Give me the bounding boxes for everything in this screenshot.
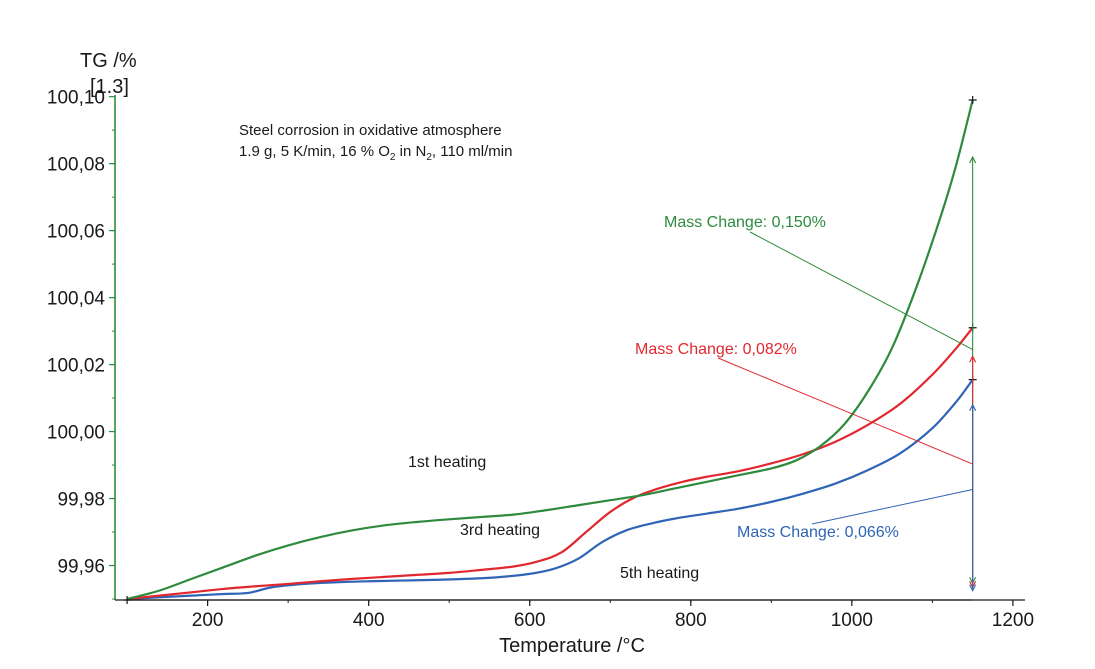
y-tick-label: 100,08 (47, 155, 105, 176)
note-part-3: , 110 ml/min (432, 143, 513, 160)
x-axis-title: Temperature /°C (499, 635, 645, 657)
mass-change-arrow-blue-head-down (969, 584, 977, 592)
end-marker (968, 96, 977, 105)
x-tick-label: 400 (353, 610, 385, 631)
leader-line-red (717, 357, 973, 465)
y-tick-label: 99,98 (57, 490, 105, 511)
series-5th-heating (127, 378, 974, 601)
mass-change-label-red: Mass Change: 0,082% (635, 341, 797, 358)
mass-change-arrow-blue-head-up (969, 403, 977, 412)
mass-change-annotations (123, 96, 977, 604)
y-axis-subtitle: [1.3] (90, 76, 129, 98)
x-tick-label: 1000 (831, 610, 873, 631)
x-tick-label: 600 (514, 610, 546, 631)
y-tick-label: 100,06 (47, 222, 105, 243)
leader-line-blue (811, 489, 973, 525)
y-tick-label: 100,10 (47, 88, 105, 109)
y-axis-title: TG /% (80, 50, 137, 72)
experiment-note-line2: 1.9 g, 5 K/min, 16 % O2 in N2, 110 ml/mi… (239, 143, 512, 163)
mass-change-arrow-green-head-up (969, 155, 977, 164)
x-tick-label: 1200 (992, 610, 1034, 631)
experiment-note-line1: Steel corrosion in oxidative atmosphere (239, 122, 502, 139)
y-tick-label: 100,04 (47, 289, 106, 310)
label-1st-heating: 1st heating (408, 454, 486, 471)
label-5th-heating: 5th heating (620, 565, 699, 582)
mass-change-arrow-red-head-up (969, 354, 977, 363)
note-sub-n2: 2 (426, 152, 432, 163)
y-tick-label: 100,00 (47, 423, 105, 444)
series-3rd-heating (126, 327, 974, 601)
mass-change-label-green: Mass Change: 0,150% (664, 214, 826, 231)
axes: 99,96 99,98 100,00 100,02 100,04 100,06 100,08… (47, 88, 1034, 631)
note-sub-o2: 2 (390, 152, 396, 163)
x-tick-label: 200 (192, 610, 224, 631)
x-tick-label: 800 (675, 610, 707, 631)
leader-line-green (749, 231, 973, 350)
label-3rd-heating: 3rd heating (460, 522, 540, 539)
mass-change-label-blue: Mass Change: 0,066% (737, 524, 899, 541)
note-part-2: in N (395, 143, 426, 160)
y-tick-label: 100,02 (47, 356, 105, 377)
note-part-1: 1.9 g, 5 K/min, 16 % O (239, 143, 390, 160)
series-1st-heating (126, 99, 974, 601)
y-tick-label: 99,96 (57, 557, 105, 578)
